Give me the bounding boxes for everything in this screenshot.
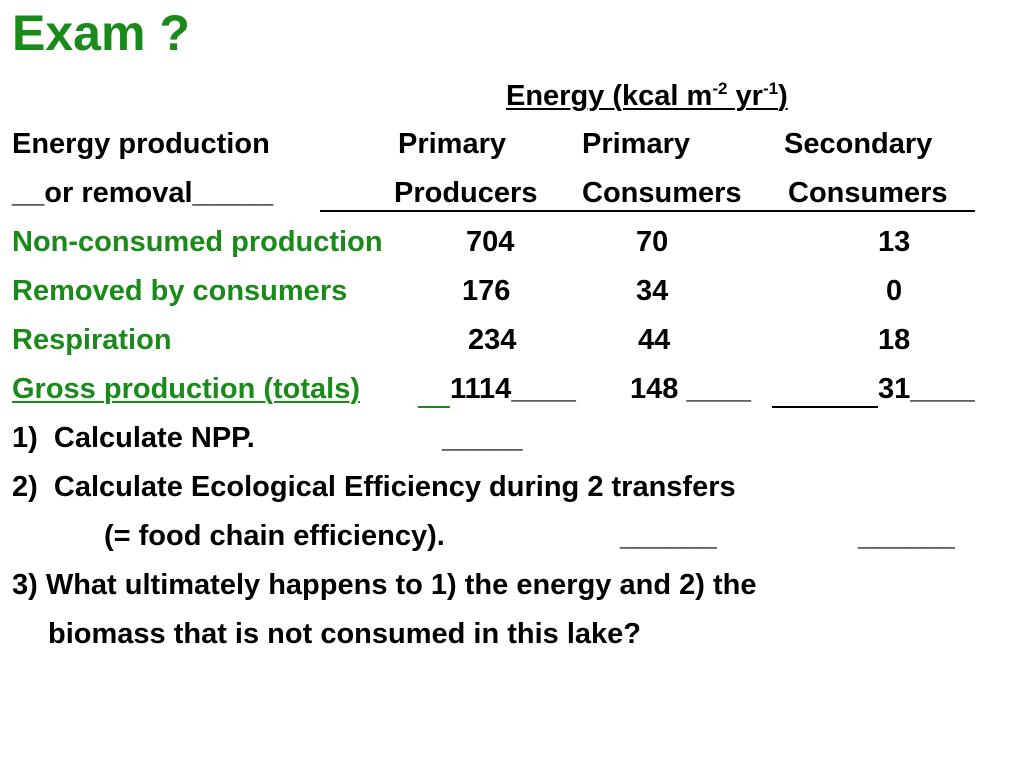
row-value-respiration-producers: 234 bbox=[468, 324, 517, 356]
row-value-gross-primary: 148 ____ bbox=[630, 373, 751, 405]
gross-underline-gap bbox=[418, 406, 450, 408]
question-3-line-1: 3) What ultimately happens to 1) the ene… bbox=[12, 569, 757, 601]
energy-units-prefix: Energy (kcal m bbox=[506, 80, 713, 112]
row-label-non-consumed: Non-consumed production bbox=[12, 226, 383, 258]
question-2-answer-blank-2: ______ bbox=[858, 520, 955, 552]
header-row-1-col3: Secondary bbox=[784, 128, 933, 160]
row-value-removed-secondary: 0 bbox=[886, 275, 903, 307]
header-row-1-label: Energy production bbox=[12, 128, 270, 160]
question-2-answer-blank-1: ______ bbox=[620, 520, 717, 552]
row-value-removed-primary: 34 bbox=[636, 275, 669, 307]
header-row-1-col1: Primary bbox=[398, 128, 507, 160]
row-value-gross-secondary: 31____ bbox=[878, 373, 975, 405]
row-value-gross-producers: 1114____ bbox=[450, 373, 576, 405]
row-value-removed-producers: 176 bbox=[462, 275, 511, 307]
row-value-non-consumed-secondary: 13 bbox=[878, 226, 911, 258]
question-2-subtext: (= food chain efficiency). bbox=[104, 520, 445, 552]
energy-units-header: Energy (kcal m-2 yr-1) bbox=[506, 79, 788, 112]
question-2-text: 2) Calculate Ecological Efficiency durin… bbox=[12, 471, 736, 503]
header-row-2-col1: Producers bbox=[394, 177, 538, 209]
energy-units-mid: yr bbox=[727, 80, 763, 112]
question-1-answer-blank: _____ bbox=[442, 422, 523, 454]
page-title: Exam ? bbox=[12, 5, 190, 61]
header-underline bbox=[320, 210, 975, 212]
row-value-non-consumed-primary: 70 bbox=[636, 226, 669, 258]
header-row-2-label: __or removal_____ bbox=[12, 177, 274, 209]
header-row-2-col2: Consumers bbox=[582, 177, 742, 209]
energy-units-exp1: -2 bbox=[712, 79, 728, 98]
energy-units-exp2: -1 bbox=[762, 79, 779, 98]
header-row-2-col3: Consumers bbox=[788, 177, 948, 209]
energy-units-suffix: ) bbox=[778, 80, 788, 112]
row-label-removed: Removed by consumers bbox=[12, 275, 348, 307]
question-1-text: 1) Calculate NPP. bbox=[12, 422, 255, 454]
header-row-1-col2: Primary bbox=[582, 128, 691, 160]
question-3-line-2: biomass that is not consumed in this lak… bbox=[48, 618, 641, 650]
gross-underline-mid bbox=[772, 406, 878, 408]
row-value-respiration-secondary: 18 bbox=[878, 324, 911, 356]
row-label-gross-production: Gross production (totals) bbox=[12, 373, 360, 405]
row-label-respiration: Respiration bbox=[12, 324, 172, 356]
row-value-respiration-primary: 44 bbox=[638, 324, 671, 356]
row-value-non-consumed-producers: 704 bbox=[466, 226, 515, 258]
